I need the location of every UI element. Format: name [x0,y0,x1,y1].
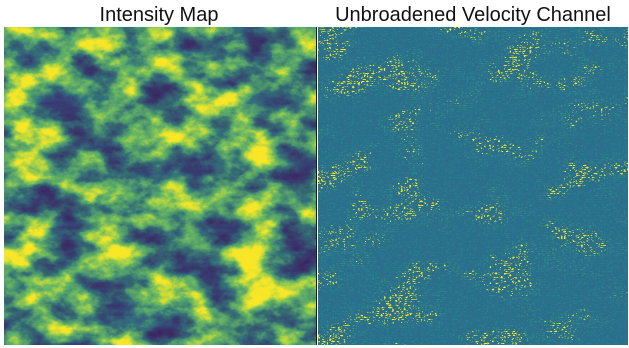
velocity-channel-title: Unbroadened Velocity Channel [335,4,611,26]
velocity-channel-image [318,27,628,345]
intensity-map-texture [4,27,316,345]
intensity-map-image [4,27,317,345]
intensity-map-title: Intensity Map [99,4,219,26]
velocity-channel-speckles [318,27,628,345]
velocity-channel-texture [318,27,628,345]
intensity-map-filaments [4,27,316,345]
